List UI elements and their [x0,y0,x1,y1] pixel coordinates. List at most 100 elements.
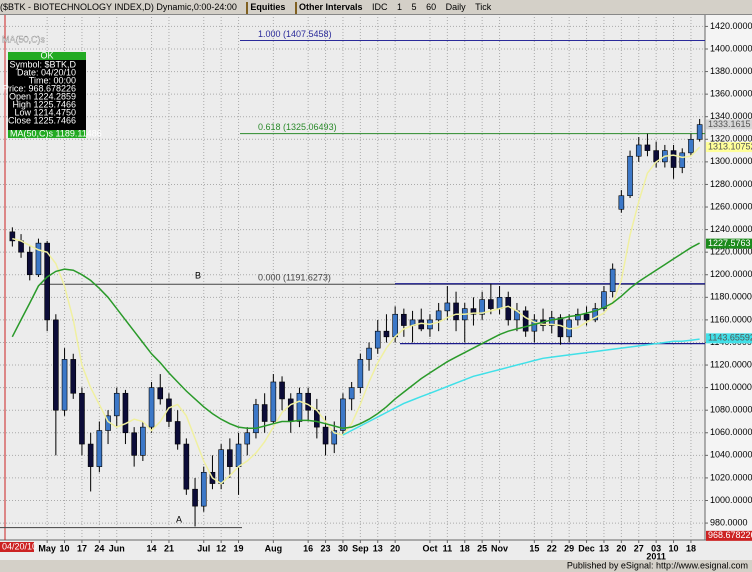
x-tick-label: 14 [147,543,157,553]
candle-body [261,404,268,422]
candle-body [470,308,477,315]
cursor-date: 04/20/10 [2,541,37,551]
x-tick-label: Jul [197,543,210,553]
candle-body [496,297,503,309]
price-tag: 1333.1615 [708,119,751,129]
legend-entry: MA(50,C)s [2,34,46,44]
x-tick-label: 23 [321,543,331,553]
x-tick-label: 13 [373,543,383,553]
candle-body [366,347,372,360]
toolbar-button[interactable]: 5 [411,2,417,12]
info-bg [8,52,86,138]
x-tick-label: 03 [651,543,661,553]
candle-body [522,310,529,332]
candle-body [505,297,512,321]
candle-body [592,308,599,321]
info-ma-bg [8,130,86,138]
x-tick-label: 18 [460,543,470,553]
year-label: 2011 [646,551,666,561]
x-tick-label: Sep [352,543,369,553]
candle-body [200,471,207,507]
candle-body [348,387,355,400]
price-tag-bg [706,119,752,130]
x-tick-label: 20 [616,543,626,553]
label: Other Intervals [298,2,363,12]
candle-body [383,330,390,338]
fib-label: 0.000 (1191.6273) [258,273,331,283]
candle-body [166,398,172,422]
fib-label: 1.000 (1407.5458) [258,29,332,39]
price-tag-bg [706,142,752,153]
annotation: A [176,514,182,524]
y-tick-label: 1180.0000 [710,292,752,302]
info-row: Time: 00:00 [29,75,76,85]
info-ma-row: MA(50,C)s 1189.11486 [10,128,102,138]
price-tag: 1313.10752 [708,141,752,151]
candle-body [253,404,259,434]
y-tick-label: 1000.0000 [710,495,752,505]
y-tick-label: 1060.0000 [710,427,752,437]
candle-body [618,195,625,210]
x-tick-label: 19 [234,543,244,553]
toolbar-button[interactable]: IDC [372,2,388,12]
info-header-bg [8,52,86,60]
candle-body [679,152,686,168]
price-tag: 1143.65592 [708,333,752,343]
candle-body [331,430,338,445]
plot-bg [0,14,705,540]
x-tick-label: 15 [529,543,539,553]
y-tick-label: 1280.0000 [710,179,752,189]
info-row: Close 1225.7466 [8,115,76,125]
candle-body [9,231,16,242]
candle-body [157,387,164,400]
candle-body [479,299,485,315]
x-tick-label: 12 [216,543,226,553]
candle-body [287,398,294,422]
y-tick-label: 1160.0000 [710,314,752,324]
ma-line [342,338,700,436]
candle-body [688,138,694,154]
candle-body [218,449,224,484]
toolbar-button[interactable]: Tick [475,2,492,12]
candle-body [183,443,190,490]
candle-body [279,381,285,400]
x-tick-label: 30 [338,543,348,553]
candle-body [270,381,277,422]
candle-body [227,449,233,467]
candle-body [35,242,42,276]
candle-body [192,488,198,507]
x-tick-label: 17 [77,543,87,553]
y-tick-label: 1020.0000 [710,472,752,482]
candle-body [113,392,120,417]
info-row: Open 1224.2859 [9,91,76,101]
toolbar-button[interactable]: 1 [397,2,403,12]
candle-body [131,432,137,456]
info-row: High 1225.7466 [12,99,76,109]
price-tag: 1227.5763 [708,238,751,248]
footer: Published by eSignal: http://www.esignal… [567,560,748,570]
price-tag-bg [706,238,752,249]
candle-body [670,150,677,168]
label: Equities [250,2,286,12]
x-tick-label: 20 [390,543,400,553]
annotation: B [195,270,201,280]
toolbar-button[interactable]: 60 [426,2,437,12]
y-tick-label: 1380.0000 [710,66,752,76]
x-tick-label: 22 [547,543,557,553]
info-row: Symbol: $BTK,D [9,59,76,69]
candle-body [53,319,59,411]
y-tick-label: 1220.0000 [710,247,752,257]
fib-label: 0.618 (1325.06493) [258,122,337,132]
toolbar-button[interactable]: Daily [445,2,466,12]
x-tick-label: 27 [634,543,644,553]
x-tick-label: 16 [303,543,313,553]
toolbar-button[interactable]: Equities [246,0,286,14]
y-tick-label: 980.0000 [710,517,748,527]
x-tick-label: 21 [164,543,174,553]
toolbar-button[interactable]: Other Intervals [294,0,363,14]
candle-body [340,398,346,431]
x-tick-label: 10 [669,543,679,553]
y-tick-label: 1080.0000 [710,405,752,415]
